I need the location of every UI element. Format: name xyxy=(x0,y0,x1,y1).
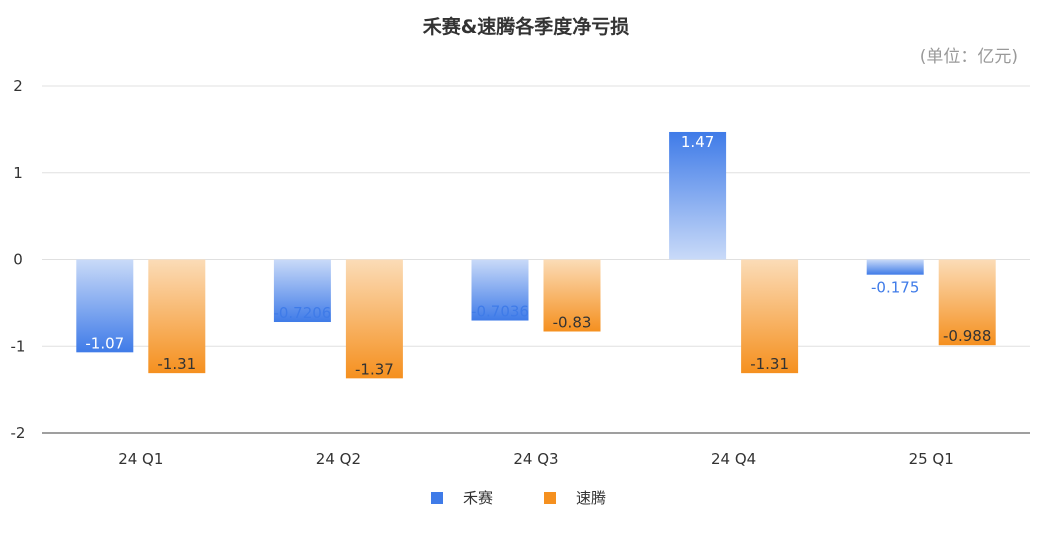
x-tick-label: 24 Q4 xyxy=(711,450,756,468)
legend-label: 禾赛 xyxy=(463,489,493,507)
data-label: -0.7036 xyxy=(471,303,529,321)
y-tick-label: 2 xyxy=(13,77,23,95)
bar-hesai xyxy=(76,259,134,353)
bar-hesai xyxy=(669,131,727,260)
bar-robosense xyxy=(543,259,601,332)
data-label: -0.988 xyxy=(943,327,991,345)
bar-robosense xyxy=(741,259,799,374)
y-tick-label: -2 xyxy=(11,424,26,442)
bar-hesai xyxy=(471,259,529,321)
bar-hesai xyxy=(866,259,924,275)
bar-hesai xyxy=(273,259,331,323)
data-label: -0.175 xyxy=(871,279,919,297)
y-tick-label: 0 xyxy=(13,251,23,269)
data-label: -1.07 xyxy=(85,334,124,352)
data-label: -1.31 xyxy=(750,355,789,373)
legend-swatch xyxy=(431,492,443,504)
data-label: 1.47 xyxy=(681,133,714,151)
data-label: -0.7206 xyxy=(273,304,331,322)
x-tick-label: 24 Q3 xyxy=(513,450,558,468)
legend-swatch xyxy=(544,492,556,504)
chart-title: 禾赛&速腾各季度净亏损 xyxy=(422,16,630,38)
data-label: -1.37 xyxy=(355,360,394,378)
y-tick-label: 1 xyxy=(13,164,23,182)
bar-robosense xyxy=(148,259,206,374)
data-label: -1.31 xyxy=(157,355,196,373)
x-tick-label: 24 Q1 xyxy=(118,450,163,468)
bar-robosense xyxy=(938,259,996,346)
x-tick-label: 24 Q2 xyxy=(316,450,361,468)
y-tick-label: -1 xyxy=(11,337,26,355)
unit-label: (单位：亿元) xyxy=(919,47,1018,67)
x-tick-label: 25 Q1 xyxy=(909,450,954,468)
data-label: -0.83 xyxy=(553,314,592,332)
legend-label: 速腾 xyxy=(576,489,606,507)
bar-robosense xyxy=(345,259,403,379)
